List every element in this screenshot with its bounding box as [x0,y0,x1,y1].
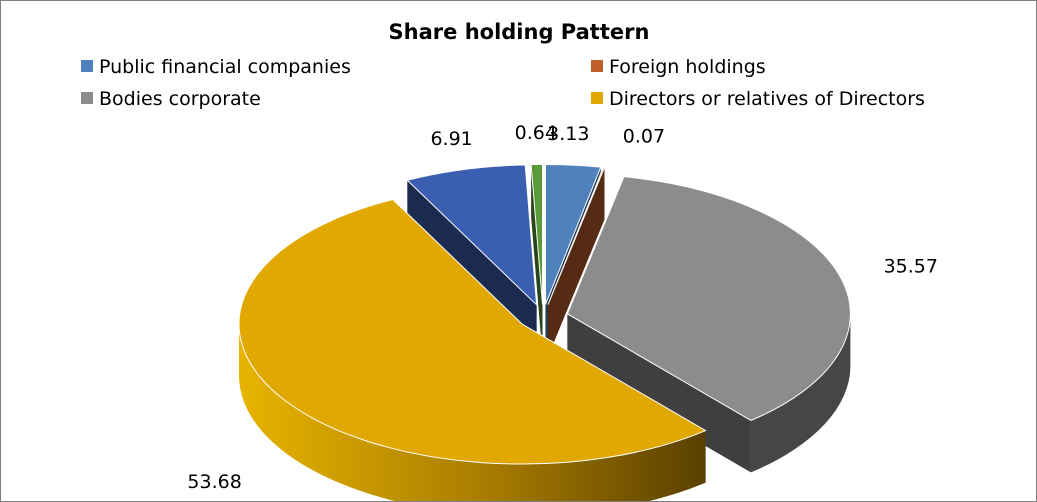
data-label-6-91: 6.91 [430,128,472,150]
legend-label-directors-or-relatives-of-directors: Directors or relatives of Directors [609,88,925,110]
legend-label-bodies-corporate: Bodies corporate [99,88,261,110]
data-label-35-57: 35.57 [884,256,938,278]
slice-public-financial-companies [544,163,602,305]
legend-swatch-directors-or-relatives-of-directors [591,92,603,104]
data-label-53-68: 53.68 [187,471,241,493]
slice-cut-wall-value-0-64 [531,164,543,357]
data-label-0-64: 0.64 [515,122,557,144]
pie-slices [238,163,851,465]
legend-label-public-financial-companies: Public financial companies [99,56,351,78]
slice-value-6-91 [406,164,538,307]
chart-title: Share holding Pattern [389,20,650,44]
data-label-3-13: 3.13 [547,123,589,145]
slice-bodies-corporate [566,176,851,421]
legend-swatch-foreign-holdings [591,60,603,72]
legend-swatch-public-financial-companies [81,60,93,72]
slice-side-directors-or-relatives-of-directors [239,324,706,501]
slice-directors-or-relatives-of-directors [238,198,707,465]
data-label-0-07: 0.07 [623,126,665,148]
slice-cut-wall-foreign-holdings [547,167,605,357]
data-labels: 3.13 0.07 35.57 53.68 6.91 0.64 [187,122,938,493]
legend: Public financial companies Foreign holdin… [81,56,925,110]
legend-swatch-bodies-corporate [81,92,93,104]
slice-foreign-holdings [547,166,606,305]
legend-label-foreign-holdings: Foreign holdings [609,56,766,78]
slice-value-0-64 [530,163,543,305]
